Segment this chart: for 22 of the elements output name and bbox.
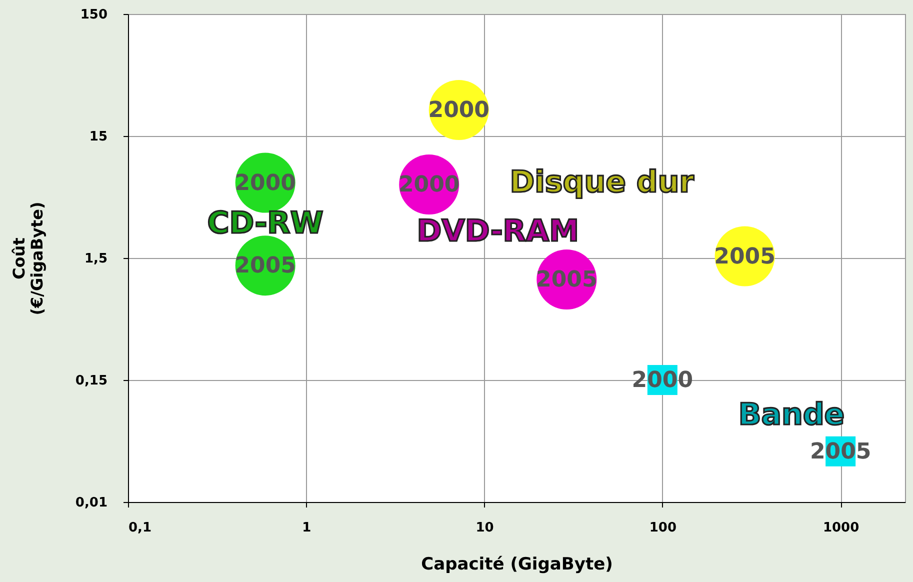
y-tick-label: 1,5 xyxy=(84,252,108,266)
y-axis-title: Coût (€/GigaByte) xyxy=(9,202,46,316)
annotation: 2005 xyxy=(536,267,598,292)
x-tick-label: 1 xyxy=(302,520,312,536)
x-tick-label: 100 xyxy=(649,520,676,536)
y-tick-label: 0,15 xyxy=(75,374,108,388)
series-label: DVD-RAM xyxy=(416,214,579,250)
x-tick-label: 1000 xyxy=(822,520,860,536)
series-label: CD-RW xyxy=(207,206,324,242)
annotation: 2000 xyxy=(234,170,296,196)
y-tick-label: 150 xyxy=(80,8,108,22)
x-axis-title: Capacité (GigaByte) xyxy=(421,554,613,574)
x-tick-label: 10 xyxy=(476,520,494,536)
x-tick-label: 0,1 xyxy=(128,520,152,536)
annotation: 2000 xyxy=(428,98,490,124)
series-label: Disque dur xyxy=(510,165,694,200)
y-tick-label: 15 xyxy=(89,130,108,144)
annotation: 2005 xyxy=(234,254,296,279)
annotation: 2005 xyxy=(714,244,776,270)
y-tick-label: 0,01 xyxy=(75,496,108,510)
series-label: Bande xyxy=(738,398,845,433)
annotation: 2000 xyxy=(398,172,460,198)
